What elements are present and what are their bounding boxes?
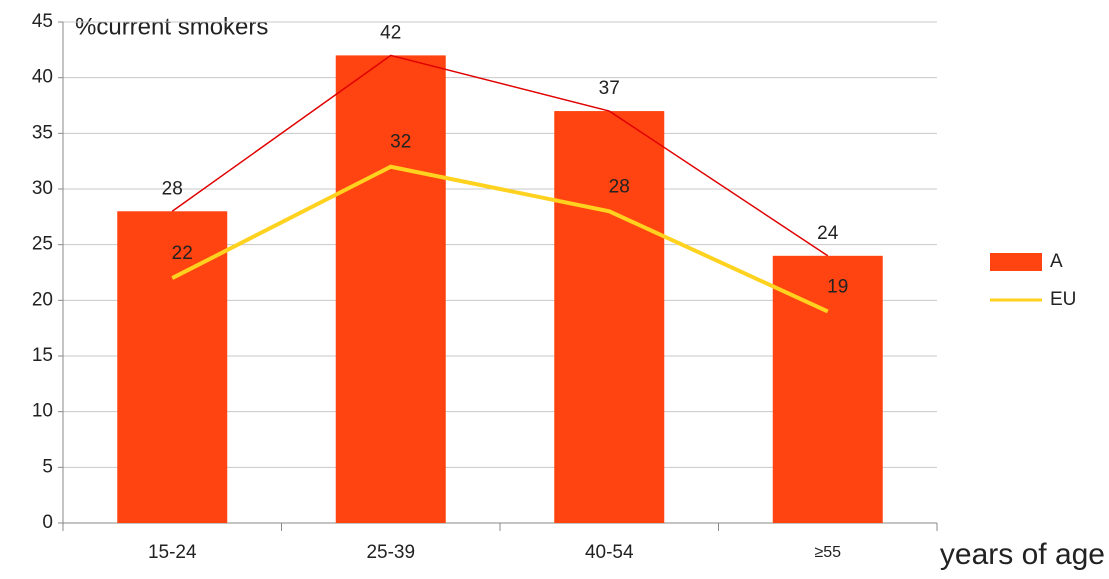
value-label: 42	[380, 22, 401, 43]
x-tick-label: 15-24	[148, 542, 197, 563]
legend-swatch	[990, 253, 1042, 271]
value-label: 22	[172, 243, 193, 264]
y-tick-label: 0	[42, 512, 53, 533]
y-tick-label: 20	[32, 289, 53, 310]
y-tick-label: 5	[42, 456, 53, 477]
y-tick-label: 35	[32, 122, 53, 143]
bar	[554, 111, 665, 524]
value-label: 28	[609, 176, 630, 197]
line	[171, 164, 829, 314]
value-label: 32	[390, 132, 411, 153]
x-axis-title: years of age	[940, 538, 1105, 571]
x-tick-label: 40-54	[585, 542, 634, 563]
y-tick-label: 15	[32, 345, 53, 366]
y-tick-label: 40	[32, 67, 53, 88]
bar	[335, 55, 446, 524]
x-tick-label: ≥55	[814, 544, 841, 561]
y-axis-title: %current smokers	[75, 13, 268, 40]
bar	[117, 211, 228, 523]
value-label: 19	[827, 276, 848, 297]
y-tick-label: 25	[32, 234, 53, 255]
value-label: 37	[599, 78, 620, 99]
legend-label: EU	[1050, 289, 1076, 310]
legend-label: A	[1050, 251, 1063, 272]
y-tick-label: 45	[32, 11, 53, 32]
y-tick-label: 30	[32, 178, 53, 199]
value-label: 28	[162, 178, 183, 199]
y-tick-label: 10	[32, 401, 53, 422]
value-label: 24	[817, 223, 839, 244]
bar	[772, 255, 883, 524]
x-tick-label: 25-39	[366, 542, 415, 563]
bar-top-line	[171, 54, 829, 257]
